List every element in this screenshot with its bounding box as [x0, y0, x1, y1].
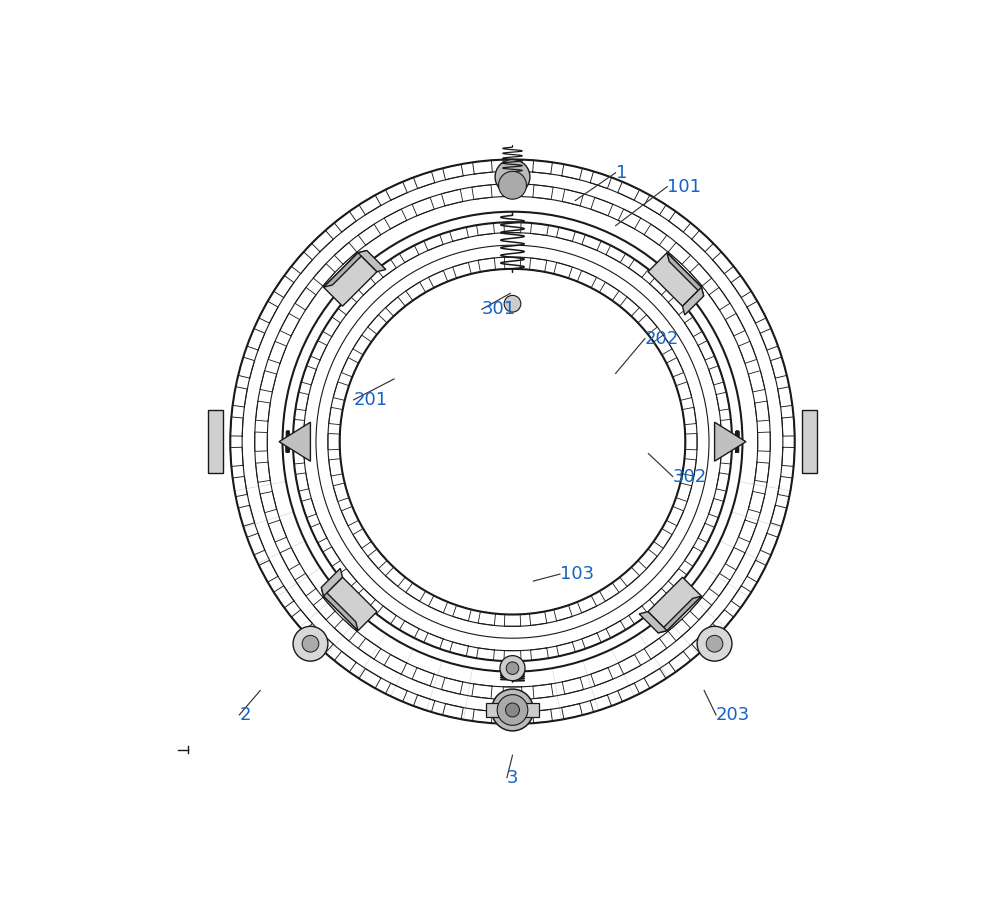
Polygon shape: [667, 252, 704, 296]
Polygon shape: [682, 287, 704, 315]
Polygon shape: [324, 251, 367, 287]
Circle shape: [500, 655, 525, 681]
Polygon shape: [715, 422, 746, 462]
Polygon shape: [486, 703, 539, 717]
Circle shape: [706, 635, 723, 653]
Text: 2: 2: [239, 706, 251, 724]
Circle shape: [504, 295, 521, 312]
Polygon shape: [324, 577, 377, 631]
Polygon shape: [208, 410, 223, 473]
Circle shape: [497, 695, 528, 725]
Polygon shape: [648, 252, 701, 306]
Text: 101: 101: [667, 177, 701, 195]
Polygon shape: [802, 410, 817, 473]
Text: 103: 103: [560, 565, 594, 583]
Polygon shape: [324, 252, 377, 306]
Circle shape: [501, 173, 524, 195]
Polygon shape: [658, 596, 701, 633]
Text: 1: 1: [616, 164, 627, 182]
Circle shape: [293, 626, 328, 662]
Circle shape: [499, 171, 526, 199]
Polygon shape: [321, 587, 358, 631]
Circle shape: [697, 626, 732, 662]
Text: 301: 301: [482, 300, 516, 319]
Polygon shape: [321, 568, 343, 596]
Circle shape: [506, 662, 519, 674]
Polygon shape: [279, 422, 310, 462]
Circle shape: [506, 703, 519, 717]
Circle shape: [302, 635, 319, 653]
Text: 203: 203: [716, 706, 750, 724]
Text: 201: 201: [354, 391, 388, 409]
Text: 302: 302: [673, 468, 707, 486]
Polygon shape: [648, 577, 701, 631]
Polygon shape: [358, 251, 386, 272]
Text: 202: 202: [645, 329, 679, 348]
Circle shape: [495, 159, 530, 195]
Polygon shape: [639, 612, 667, 633]
Text: 3: 3: [507, 768, 518, 786]
Circle shape: [492, 689, 533, 731]
